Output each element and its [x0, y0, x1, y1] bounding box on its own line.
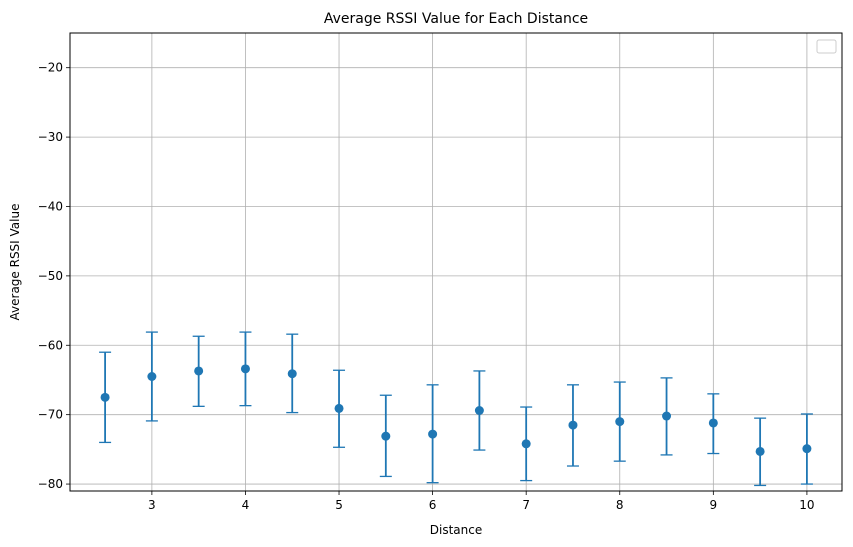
data-point — [100, 392, 110, 402]
chart-title: Average RSSI Value for Each Distance — [324, 11, 588, 27]
data-point — [755, 446, 765, 456]
data-point — [287, 369, 297, 379]
x-tick-label: 3 — [148, 498, 156, 512]
y-tick-label: −30 — [38, 130, 63, 144]
y-axis-ticks: −80 −70 −60 −50 −40 −30 −20 — [38, 61, 70, 491]
x-tick-label: 5 — [335, 498, 343, 512]
x-tick-label: 4 — [242, 498, 250, 512]
y-tick-label: −70 — [38, 408, 63, 422]
y-axis-label: Average RSSI Value — [8, 204, 22, 321]
data-point — [615, 417, 625, 427]
legend-box — [816, 39, 837, 54]
y-tick-label: −60 — [38, 338, 63, 352]
y-tick-label: −20 — [38, 61, 63, 75]
data-point — [521, 439, 531, 449]
data-point — [147, 372, 157, 381]
y-tick-label: −80 — [38, 477, 63, 491]
x-axis-ticks: 3 4 5 6 7 8 9 10 — [148, 491, 815, 512]
data-point — [240, 364, 250, 374]
y-tick-label: −50 — [38, 269, 63, 283]
x-tick-label: 8 — [616, 498, 624, 512]
x-axis-label: Distance — [430, 523, 482, 537]
data-point — [708, 418, 718, 428]
plot-frame — [69, 32, 843, 492]
x-tick-label: 9 — [710, 498, 718, 512]
data-point — [474, 406, 484, 416]
x-tick-label: 7 — [522, 498, 530, 512]
y-tick-label: −40 — [38, 199, 63, 213]
data-point — [568, 420, 578, 430]
data-point — [428, 429, 438, 439]
data-points — [100, 364, 812, 456]
data-point — [194, 366, 204, 376]
x-tick-label: 6 — [429, 498, 437, 512]
data-point — [662, 411, 672, 421]
x-tick-label: 10 — [799, 498, 814, 512]
data-point — [334, 403, 344, 413]
data-point — [381, 431, 391, 441]
data-point — [802, 444, 812, 454]
